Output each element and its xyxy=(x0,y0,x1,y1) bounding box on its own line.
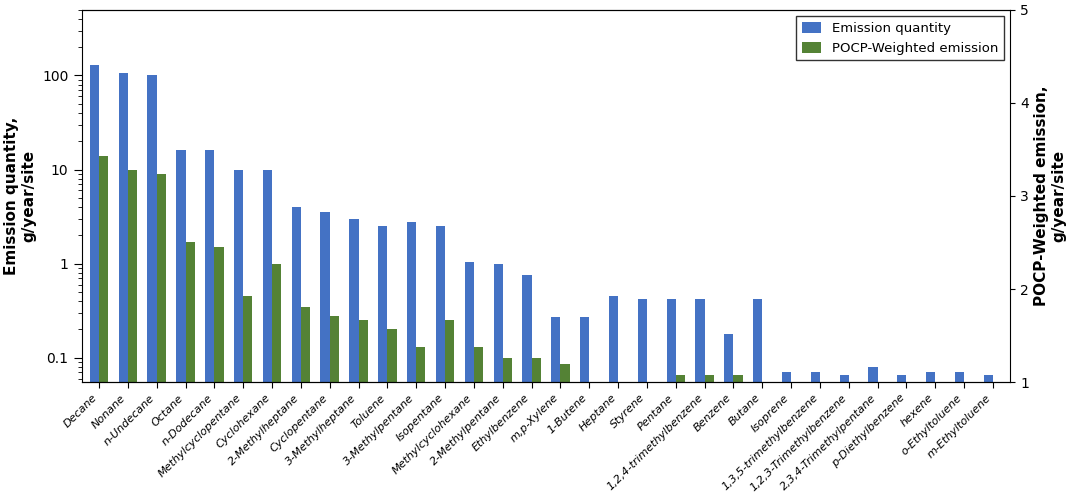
Bar xyxy=(984,375,993,497)
Bar xyxy=(127,169,137,497)
Y-axis label: POCP-Weighted emission,
g/year/site: POCP-Weighted emission, g/year/site xyxy=(1035,85,1067,306)
Bar xyxy=(869,367,877,497)
Bar xyxy=(119,74,127,497)
Bar xyxy=(156,174,166,497)
Bar xyxy=(724,333,734,497)
Bar xyxy=(417,347,425,497)
Bar xyxy=(676,375,685,497)
Bar xyxy=(580,317,589,497)
Bar xyxy=(753,299,763,497)
Bar xyxy=(494,263,502,497)
Bar xyxy=(291,207,301,497)
Bar xyxy=(378,226,388,497)
Bar xyxy=(233,169,243,497)
Y-axis label: Emission quantity,
g/year/site: Emission quantity, g/year/site xyxy=(4,117,36,275)
Bar xyxy=(148,76,156,497)
Bar xyxy=(185,242,195,497)
Bar xyxy=(206,150,214,497)
Bar xyxy=(330,316,338,497)
Bar xyxy=(243,296,253,497)
Bar xyxy=(552,317,560,497)
Bar xyxy=(926,372,935,497)
Bar xyxy=(214,247,224,497)
Bar xyxy=(763,390,771,497)
Bar xyxy=(359,320,367,497)
Legend: Emission quantity, POCP-Weighted emission: Emission quantity, POCP-Weighted emissio… xyxy=(797,16,1004,60)
Bar xyxy=(473,347,483,497)
Bar xyxy=(320,212,330,497)
Bar xyxy=(465,261,473,497)
Bar xyxy=(523,275,531,497)
Bar xyxy=(666,299,676,497)
Bar xyxy=(90,65,99,497)
Bar xyxy=(608,296,618,497)
Bar xyxy=(388,330,396,497)
Bar xyxy=(531,358,541,497)
Bar xyxy=(177,150,185,497)
Bar xyxy=(897,375,906,497)
Bar xyxy=(637,299,647,497)
Bar xyxy=(811,372,820,497)
Bar xyxy=(349,219,359,497)
Bar xyxy=(695,299,705,497)
Bar xyxy=(446,320,454,497)
Bar xyxy=(99,156,108,497)
Bar xyxy=(782,372,791,497)
Bar xyxy=(705,375,714,497)
Bar xyxy=(436,226,446,497)
Bar xyxy=(840,375,849,497)
Bar xyxy=(734,375,742,497)
Bar xyxy=(955,372,964,497)
Bar xyxy=(560,364,570,497)
Bar xyxy=(272,263,282,497)
Bar xyxy=(502,358,512,497)
Bar xyxy=(301,307,311,497)
Bar xyxy=(262,169,272,497)
Bar xyxy=(407,222,417,497)
